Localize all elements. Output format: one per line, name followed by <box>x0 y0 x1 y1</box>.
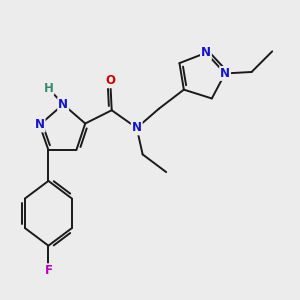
Text: H: H <box>44 82 53 95</box>
Text: N: N <box>34 118 45 131</box>
Text: F: F <box>44 264 52 277</box>
Text: N: N <box>58 98 68 111</box>
Text: O: O <box>105 74 115 87</box>
Text: N: N <box>201 46 211 59</box>
Text: N: N <box>220 67 230 80</box>
Text: N: N <box>132 122 142 134</box>
